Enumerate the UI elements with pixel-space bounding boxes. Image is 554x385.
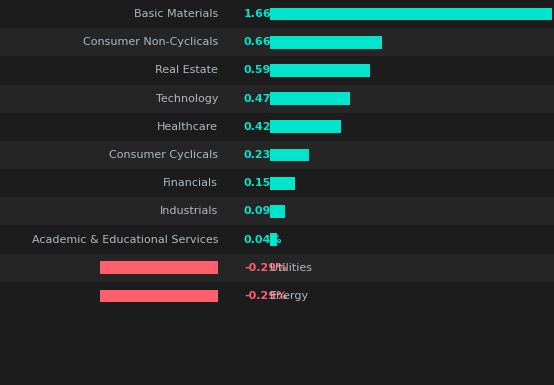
Bar [0,85,554,113]
Bar [0,113,554,141]
Text: 0.59%: 0.59% [244,65,283,75]
Text: -0.29%: -0.29% [244,291,288,301]
Text: Utilities: Utilities [270,263,312,273]
Bar [270,8,552,20]
Bar [0,28,554,56]
Text: 0.04%: 0.04% [244,234,283,244]
Text: Energy: Energy [270,291,309,301]
Text: Academic & Educational Services: Academic & Educational Services [32,234,218,244]
Bar [270,92,350,105]
Bar [270,149,309,161]
Text: Industrials: Industrials [160,206,218,216]
Text: 0.23%: 0.23% [244,150,283,160]
Bar [270,121,341,133]
Text: 0.66%: 0.66% [244,37,283,47]
Bar [100,261,218,274]
Bar [0,169,554,197]
Text: Technology: Technology [156,94,218,104]
Text: Consumer Non-Cyclicals: Consumer Non-Cyclicals [83,37,218,47]
Bar [270,177,295,189]
Bar [0,226,554,254]
Bar [270,64,370,77]
Bar [0,197,554,226]
Text: Real Estate: Real Estate [155,65,218,75]
Text: Consumer Cyclicals: Consumer Cyclicals [109,150,218,160]
Bar [100,290,218,302]
Bar [270,36,382,49]
Text: 0.09%: 0.09% [244,206,283,216]
Bar [0,56,554,85]
Text: Financials: Financials [163,178,218,188]
Bar [0,254,554,282]
Bar [0,141,554,169]
Text: 0.42%: 0.42% [244,122,283,132]
Text: -0.29%: -0.29% [244,263,288,273]
Text: 0.47%: 0.47% [244,94,283,104]
Bar [270,205,285,218]
Bar [270,233,277,246]
Bar [0,282,554,310]
Text: 0.15%: 0.15% [244,178,283,188]
Bar [0,0,554,28]
Text: Basic Materials: Basic Materials [134,9,218,19]
Text: 1.66%: 1.66% [244,9,283,19]
Text: Healthcare: Healthcare [157,122,218,132]
